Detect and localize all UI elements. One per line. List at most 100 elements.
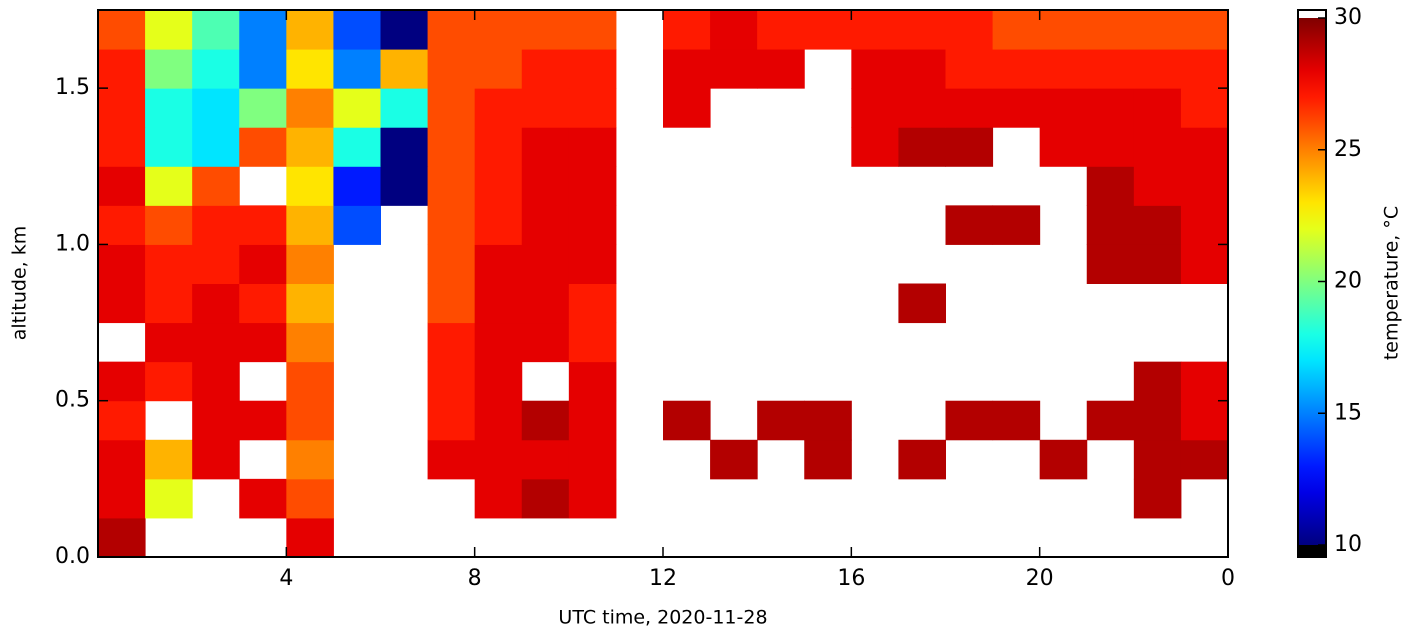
colorbar-tick-label: 15 xyxy=(1334,400,1362,425)
heat-cell xyxy=(192,361,240,402)
heat-cell xyxy=(474,283,523,324)
heat-cell xyxy=(286,127,334,167)
heat-cell xyxy=(1180,127,1228,167)
heat-cell xyxy=(568,400,617,441)
heat-cell xyxy=(474,361,523,402)
y-tick-label: 1.5 xyxy=(55,75,90,100)
heat-cell xyxy=(945,10,994,50)
heat-cell xyxy=(804,10,852,50)
heat-cell xyxy=(145,49,193,89)
heat-cell xyxy=(1180,166,1228,206)
heat-cell xyxy=(239,478,287,519)
heat-cell xyxy=(945,400,994,441)
heat-cell xyxy=(474,49,523,89)
colorbar-top xyxy=(1298,10,1326,18)
heat-cell xyxy=(286,283,334,324)
x-axis-label: UTC time, 2020-11-28 xyxy=(558,607,767,629)
heat-cell xyxy=(286,361,334,402)
heat-cell xyxy=(992,88,1041,128)
heat-cell xyxy=(521,439,570,480)
heat-cell xyxy=(380,127,429,167)
heat-cell xyxy=(145,283,193,324)
heat-cell xyxy=(427,361,476,402)
heat-cell xyxy=(992,49,1041,89)
heat-cell xyxy=(521,322,570,363)
heat-cell xyxy=(98,49,146,89)
x-tick-label: 8 xyxy=(468,566,482,591)
heat-cell xyxy=(98,205,146,245)
heat-cell xyxy=(192,400,240,441)
heat-cell xyxy=(521,478,570,519)
heat-cell xyxy=(98,400,146,441)
heat-cell xyxy=(427,322,476,363)
heat-cell xyxy=(1180,400,1228,441)
heat-cell xyxy=(1133,127,1182,167)
x-tick-label: 16 xyxy=(837,566,865,591)
heat-cell xyxy=(98,517,146,557)
heat-cell xyxy=(427,400,476,441)
heat-cell xyxy=(192,127,240,167)
heat-cell xyxy=(145,361,193,402)
heat-cell xyxy=(710,10,758,50)
heat-cell xyxy=(568,478,617,519)
heat-cell xyxy=(1180,361,1228,402)
heat-cell xyxy=(568,322,617,363)
heat-cell xyxy=(98,127,146,167)
heat-cell xyxy=(192,439,240,480)
heat-cell xyxy=(898,10,946,50)
colorbar-tick-label: 30 xyxy=(1334,5,1362,30)
heat-cell xyxy=(521,49,570,89)
heat-cell xyxy=(333,88,381,128)
heat-cell xyxy=(568,10,617,50)
heat-cell xyxy=(521,127,570,167)
heat-cell xyxy=(286,400,334,441)
heat-cell xyxy=(521,166,570,206)
heat-cell xyxy=(1086,49,1135,89)
heat-cell xyxy=(474,127,523,167)
heat-cell xyxy=(945,49,994,89)
heat-cell xyxy=(898,49,946,89)
heat-cell xyxy=(145,10,193,50)
colorbar-tick-label: 20 xyxy=(1334,269,1362,294)
heat-cell xyxy=(851,88,899,128)
heat-cell xyxy=(98,88,146,128)
x-tick-label: 12 xyxy=(649,566,677,591)
heat-cell xyxy=(1180,10,1228,50)
heat-cell xyxy=(427,49,476,89)
heat-cell xyxy=(521,10,570,50)
heat-cell xyxy=(239,127,287,167)
heat-cell xyxy=(427,127,476,167)
heat-cell xyxy=(1180,205,1228,245)
heat-cell xyxy=(145,166,193,206)
heat-cell xyxy=(145,322,193,363)
heat-cell xyxy=(474,322,523,363)
heat-cell xyxy=(286,439,334,480)
heat-cell xyxy=(239,88,287,128)
heat-cell xyxy=(1086,166,1135,206)
heat-cell xyxy=(1039,439,1088,480)
heat-cell xyxy=(1039,88,1088,128)
heat-cell xyxy=(333,49,381,89)
heat-cell xyxy=(98,166,146,206)
heat-cell xyxy=(568,439,617,480)
heatmap-cells xyxy=(98,10,1228,557)
heat-cell xyxy=(1133,49,1182,89)
heat-cell xyxy=(145,205,193,245)
heat-cell xyxy=(992,400,1041,441)
heat-cell xyxy=(1086,244,1135,284)
heat-cell xyxy=(380,166,429,206)
heat-cell xyxy=(568,88,617,128)
heat-cell xyxy=(380,10,429,50)
heat-cell xyxy=(521,88,570,128)
y-tick-label: 0.0 xyxy=(55,544,90,569)
heat-cell xyxy=(521,205,570,245)
heat-cell xyxy=(98,10,146,50)
heat-cell xyxy=(568,127,617,167)
heat-cell xyxy=(898,88,946,128)
heat-cell xyxy=(333,205,381,245)
heat-cell xyxy=(427,439,476,480)
heat-cell xyxy=(568,49,617,89)
heat-cell xyxy=(804,400,852,441)
heat-cell xyxy=(98,361,146,402)
heat-cell xyxy=(1133,400,1182,441)
